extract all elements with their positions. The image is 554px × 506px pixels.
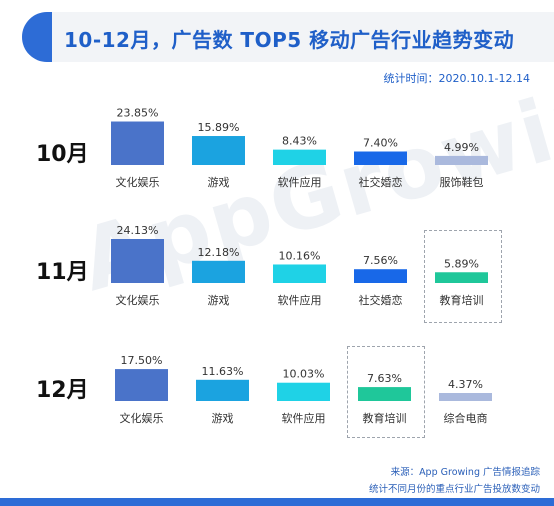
- category-label: 游戏: [208, 294, 230, 307]
- bar-value-label: 17.50%: [121, 354, 163, 367]
- category-label: 文化娱乐: [116, 175, 160, 189]
- footer-note: 统计不同月份的重点行业广告投放数变动: [368, 484, 540, 495]
- bar-value-label: 11.63%: [202, 365, 244, 378]
- category-label: 游戏: [208, 176, 230, 189]
- bar-value-label: 15.89%: [198, 121, 240, 134]
- page-title: 10-12月，广告数 TOP5 移动广告行业趋势变动: [64, 28, 515, 52]
- title-banner: [22, 12, 554, 62]
- month-label-dec: 12月: [36, 378, 89, 403]
- bar-value-label: 7.40%: [363, 137, 398, 150]
- bar: [192, 260, 245, 283]
- highlight-box-dec: [347, 346, 425, 438]
- category-label: 教育培训: [363, 411, 407, 425]
- bar: [111, 121, 164, 165]
- bar-value-label: 4.37%: [448, 378, 483, 391]
- category-label: 软件应用: [282, 411, 326, 425]
- bar-value-label: 7.56%: [363, 254, 398, 267]
- month-label-nov: 11月: [36, 260, 89, 285]
- bottom-bar: [0, 498, 554, 506]
- bar: [273, 149, 326, 165]
- bar-value-label: 12.18%: [198, 246, 240, 259]
- month-label-oct: 10月: [36, 142, 89, 167]
- bar: [196, 379, 249, 401]
- category-label: 社交婚恋: [359, 175, 403, 189]
- bar: [354, 151, 407, 165]
- bar: [273, 264, 326, 283]
- category-label: 文化娱乐: [116, 293, 160, 307]
- bar: [354, 269, 407, 283]
- bar-value-label: 5.89%: [444, 257, 479, 270]
- bar: [439, 393, 492, 401]
- bar: [435, 272, 488, 283]
- bar: [277, 382, 330, 401]
- stat-time: 统计时间：2020.10.1-12.14: [383, 72, 530, 85]
- bar: [111, 239, 164, 283]
- category-label: 教育培训: [440, 293, 484, 307]
- bar: [435, 155, 488, 165]
- highlight-box-nov: [424, 230, 502, 323]
- category-label: 游戏: [212, 412, 234, 425]
- bar: [115, 369, 168, 401]
- bar-value-label: 10.03%: [283, 368, 325, 381]
- bar-value-label: 23.85%: [117, 107, 159, 120]
- footer-source: 来源：App Growing 广告情报追踪: [390, 467, 540, 478]
- bar-value-label: 24.13%: [117, 224, 159, 237]
- category-label: 文化娱乐: [120, 411, 164, 425]
- category-label: 社交婚恋: [359, 293, 403, 307]
- bar-value-label: 7.63%: [367, 372, 402, 385]
- bar-value-label: 4.99%: [444, 141, 479, 154]
- bar-value-label: 8.43%: [282, 135, 317, 148]
- bar: [358, 387, 411, 401]
- category-label: 软件应用: [278, 293, 322, 307]
- bar: [192, 136, 245, 165]
- category-label: 综合电商: [444, 411, 488, 425]
- category-label: 软件应用: [278, 175, 322, 189]
- bar-value-label: 10.16%: [279, 249, 321, 262]
- category-label: 服饰鞋包: [440, 175, 484, 189]
